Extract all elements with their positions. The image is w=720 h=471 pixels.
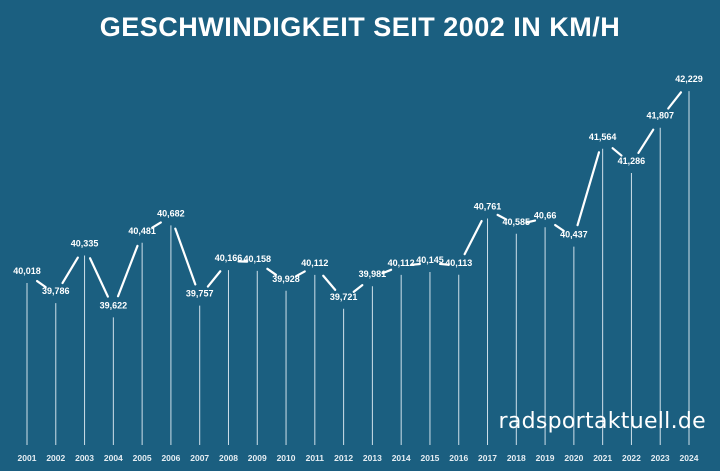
line-segment-2007 [206,270,222,288]
x-tick-2002: 2002 [46,453,65,463]
data-label-2005: 40,481 [128,226,156,236]
data-label-2018: 40,585 [503,217,531,227]
line-segment-2015 [438,262,450,266]
x-tick-2013: 2013 [363,453,382,463]
data-label-2010: 39,928 [272,274,300,284]
x-tick-2005: 2005 [133,453,152,463]
line-segment-2005 [151,221,162,229]
x-tick-2001: 2001 [18,453,37,463]
data-label-2013: 39,981 [359,269,387,279]
line-segment-2019 [554,223,565,232]
line-segment-2021 [611,147,623,157]
line-segment-2022 [637,128,655,155]
chart-title: GESCHWINDIGKEIT SEIT 2002 IN KM/H [99,12,621,42]
x-tick-2006: 2006 [161,453,180,463]
data-label-2016: 40,113 [445,258,472,268]
data-label-2004: 39,622 [100,300,128,310]
data-label-2022: 41,286 [618,156,646,166]
line-segment-2004 [116,244,139,298]
data-label-2017: 40,761 [474,202,502,212]
line-segment-2010 [295,270,306,278]
data-label-2011: 40,112 [301,258,328,268]
x-tick-2018: 2018 [507,453,526,463]
data-label-2020: 40,437 [560,230,588,240]
data-label-2015: 40,145 [416,255,444,265]
data-label-2006: 40,682 [157,208,185,218]
line-segment-2006 [174,227,197,286]
x-tick-2003: 2003 [75,453,94,463]
data-label-2012: 39,721 [330,292,358,302]
x-tick-2010: 2010 [277,453,296,463]
data-label-2008: 40,166 [215,253,243,263]
line-segment-2014 [410,262,421,266]
line-segment-2016 [463,219,483,256]
x-tick-2024: 2024 [680,453,699,463]
x-tick-2007: 2007 [190,453,209,463]
x-tick-2012: 2012 [334,453,353,463]
x-tick-2014: 2014 [392,453,411,463]
x-tick-2011: 2011 [306,453,325,463]
line-segment-2002 [61,256,79,285]
data-label-2002: 39,786 [42,286,70,296]
data-label-2024: 42,229 [675,74,703,84]
x-tick-2022: 2022 [622,453,641,463]
line-segment-2018 [525,219,537,224]
data-label-2019: 40,66 [534,210,557,220]
data-label-2023: 41,807 [646,111,674,121]
line-segment-2011 [322,274,337,291]
line-segment-2009 [266,267,278,276]
data-label-2001: 40,018 [13,266,41,276]
x-tick-2016: 2016 [449,453,468,463]
line-segment-2001 [35,279,47,289]
data-label-2007: 39,757 [186,289,214,299]
data-label-2009: 40,158 [243,254,271,264]
data-label-2003: 40,335 [71,238,99,248]
x-tick-2008: 2008 [219,453,238,463]
line-segment-2012 [352,284,364,293]
line-segment-2003 [88,257,109,298]
x-tick-2019: 2019 [536,453,555,463]
x-tick-2021: 2021 [593,453,612,463]
x-tick-2004: 2004 [104,453,123,463]
x-tick-2023: 2023 [651,453,670,463]
x-tick-2017: 2017 [478,453,497,463]
line-segment-2017 [496,213,508,221]
data-label-2021: 41,564 [589,132,617,142]
x-tick-2015: 2015 [420,453,439,463]
data-label-2014: 40,112 [388,258,415,268]
line-segment-2023 [667,91,683,110]
watermark: radsportaktuell.de [498,409,706,434]
x-tick-2020: 2020 [564,453,583,463]
line-segment-2013 [381,268,393,275]
x-tick-2009: 2009 [248,453,267,463]
line-segment-2020 [576,151,601,227]
